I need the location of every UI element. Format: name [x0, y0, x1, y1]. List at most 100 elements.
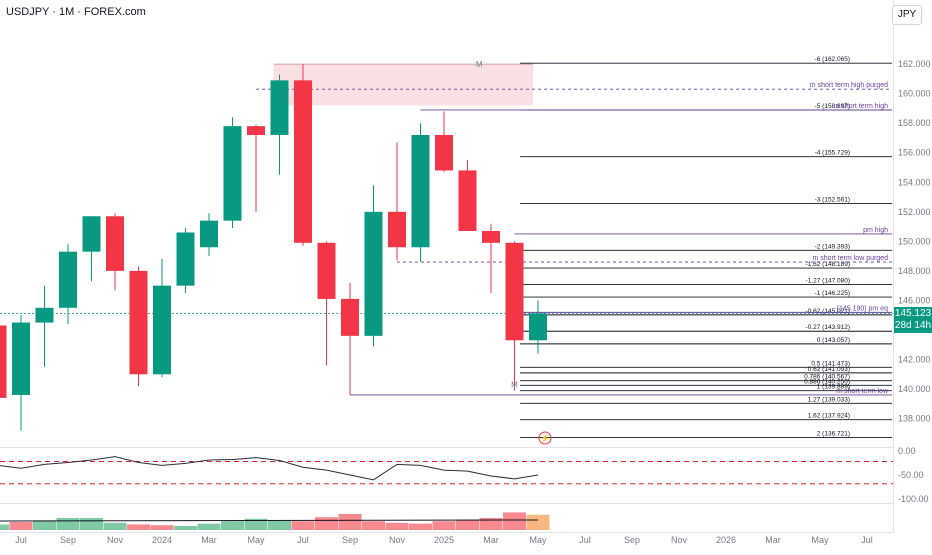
- price-tick-label: 138.000: [898, 414, 931, 424]
- volume-bar: [174, 526, 197, 530]
- countdown: 28d 14h: [894, 320, 932, 331]
- candle-body: [411, 135, 430, 248]
- volume-bar: [409, 523, 432, 530]
- level-label: m short term low purged: [813, 255, 889, 262]
- time-tick-label: May: [811, 535, 829, 545]
- rsi-tick-label: 0.00: [898, 446, 916, 456]
- fib-label: 2 (136.721): [817, 430, 850, 437]
- currency-button[interactable]: JPY: [892, 5, 922, 25]
- candle-body: [12, 322, 30, 395]
- fib-label: 1.27 (139.033): [808, 396, 850, 403]
- chart-title: USDJPY · 1M · FOREX.com: [6, 6, 146, 18]
- price-tick-label: 140.000: [898, 384, 931, 394]
- time-tick-label: Mar: [201, 535, 217, 545]
- volume-bar: [362, 521, 385, 530]
- volume-bar: [456, 519, 479, 530]
- structure-levels: m short term high purged m short term hig…: [0, 82, 893, 396]
- markers: M M ⚡: [476, 60, 552, 445]
- fib-label: 1 (139.889): [817, 384, 850, 391]
- candle-body: [106, 216, 124, 271]
- candle-body: [59, 251, 77, 308]
- fib-label: -6 (162.065): [815, 56, 850, 63]
- time-tick-label: Nov: [389, 535, 406, 545]
- level-label: (145.190) pm eq: [837, 305, 888, 312]
- fib-label: 0.886 (140.250): [804, 378, 850, 385]
- fib-label: -1.27 (147.080): [806, 277, 850, 284]
- level-label: m short term high purged: [810, 82, 888, 89]
- candle-body: [364, 211, 383, 336]
- candle-body: [435, 135, 453, 171]
- price-tick-label: 154.000: [898, 177, 931, 187]
- volume-bar: [291, 521, 315, 530]
- grid: [0, 0, 894, 533]
- candle-body: [317, 242, 336, 299]
- price-tick-label: 150.000: [898, 236, 931, 246]
- volume-bar: [33, 520, 56, 530]
- volume-bar: [432, 521, 456, 530]
- volume-bar: [127, 524, 150, 530]
- time-tick-label: Mar: [765, 535, 781, 545]
- fib-label: 0.5 (141.473): [811, 360, 850, 367]
- volume-bar: [9, 522, 33, 530]
- price-tick-label: 142.000: [898, 354, 931, 364]
- fib-label: 0 (143.057): [817, 337, 850, 344]
- volume-bar: [0, 524, 9, 530]
- fib-label: 0.62 (141.093): [808, 366, 850, 373]
- volume-bar: [268, 520, 291, 530]
- fib-label: 1.62 (137.924): [808, 413, 850, 420]
- candle-body: [294, 80, 312, 243]
- last-price-value: 145.123: [894, 308, 932, 319]
- time-tick-label: 2026: [716, 535, 736, 545]
- candle-body: [200, 220, 218, 248]
- time-tick-label: Jul: [15, 535, 27, 545]
- lightning-icon-glyph: ⚡: [540, 433, 550, 443]
- marker-label: M: [511, 381, 518, 390]
- candle-body: [223, 126, 242, 221]
- time-tick-label: Jul: [579, 535, 591, 545]
- volume-ma-line: [0, 519, 539, 522]
- lightning-icon: [538, 431, 552, 445]
- candles: [0, 64, 547, 431]
- volume-bar: [385, 522, 409, 530]
- volume-bar: [338, 514, 362, 530]
- volume-bar: [315, 517, 338, 530]
- fib-levels: -6 (162.065) -5 (158.897) -4 (155.729) -3 (…: [520, 56, 892, 438]
- price-tick-label: 158.000: [898, 118, 931, 128]
- fib-label: -4 (155.729): [815, 150, 850, 157]
- candle-body: [176, 232, 195, 286]
- time-tick-label: Jul: [861, 535, 873, 545]
- level-label: pm high: [863, 227, 888, 234]
- candle-body: [153, 285, 171, 375]
- candle-body: [0, 325, 7, 398]
- candle-body: [270, 80, 289, 136]
- candle-body: [505, 242, 524, 341]
- last-price-tag: 145.123 28d 14h: [894, 307, 932, 333]
- candle-body: [458, 170, 477, 231]
- fib-label: 0.786 (140.567): [804, 374, 850, 381]
- fib-label: -1.62 (148.189): [806, 261, 850, 268]
- level-label: m short term high: [834, 103, 889, 110]
- time-tick-label: Nov: [107, 535, 124, 545]
- candle-body: [35, 307, 54, 323]
- rsi-line: [0, 456, 539, 481]
- volume-bar: [503, 512, 526, 530]
- volume-bar: [150, 525, 174, 530]
- volume-bar: [80, 518, 103, 530]
- candle-body: [247, 126, 265, 136]
- price-tick-label: 162.000: [898, 59, 931, 69]
- fib-label: -0.62 (145.021): [806, 308, 850, 315]
- candle-body: [129, 270, 148, 375]
- supply-zone: [273, 63, 533, 106]
- level-label: m short term low: [836, 388, 889, 395]
- time-tick-label: Mar: [483, 535, 499, 545]
- time-tick-label: Nov: [671, 535, 688, 545]
- time-tick-label: Jul: [297, 535, 309, 545]
- time-tick-label: May: [529, 535, 547, 545]
- price-axis: 138.000140.000142.000144.000146.000148.0…: [898, 59, 931, 423]
- price-tick-label: 152.000: [898, 207, 931, 217]
- candle-body: [341, 298, 359, 336]
- time-axis: Jul Sep Nov 2024 Mar May Jul Sep Nov 2025 Mar May Ju…: [15, 535, 873, 545]
- time-tick-label: Sep: [342, 535, 358, 545]
